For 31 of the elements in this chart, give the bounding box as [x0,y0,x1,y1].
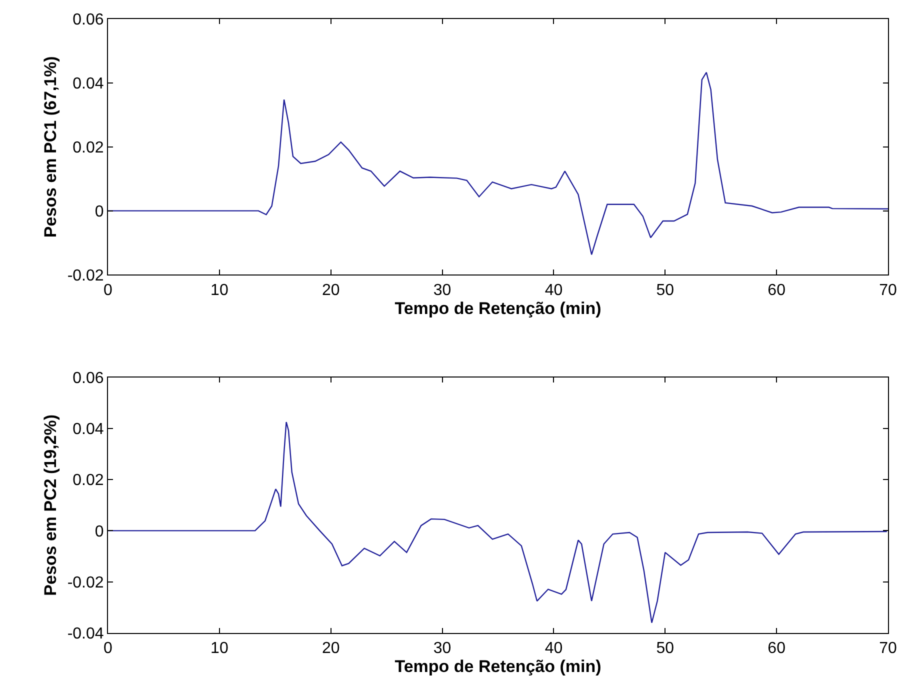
y-tick-label: 0.02 [72,139,104,156]
y-tick-label: 0.06 [72,370,104,387]
x-tick-label: 60 [768,282,786,299]
y-tick-label: 0 [94,203,104,220]
line-series [108,421,888,624]
y-tick-label: 0.04 [72,76,104,93]
y-axis-title: Pesos em PC2 (19,2%) [40,414,60,596]
x-tick-label: 70 [879,282,897,299]
line-series [108,72,888,256]
x-tick-label: 50 [656,640,674,658]
x-tick-label: 30 [433,640,452,658]
x-tick-label: 60 [768,640,786,658]
y-tick-label: 0.02 [72,472,104,490]
x-tick-label: 40 [544,640,563,658]
x-tick-label: 40 [544,282,563,299]
x-axis-title: Tempo de Retenção (min) [394,657,602,676]
x-tick-label: 10 [210,640,228,658]
x-tick-label: 10 [210,282,228,299]
y-tick-label: -0.02 [67,267,104,284]
x-tick-label: 70 [879,640,897,658]
x-tick-label: 20 [322,282,340,299]
x-tick-label: 30 [433,282,452,299]
y-tick-label: 0.04 [72,421,104,438]
x-tick-label: 50 [656,282,674,299]
y-axis-title: Pesos em PC1 (67,1%) [40,56,60,238]
x-tick-label: 20 [322,640,340,658]
x-axis-title: Tempo de Retenção (min) [394,298,602,318]
y-tick-label: 0 [94,523,104,540]
y-tick-label: 0.06 [72,12,104,29]
y-tick-label: -0.04 [67,626,104,643]
y-tick-label: -0.02 [67,574,104,592]
